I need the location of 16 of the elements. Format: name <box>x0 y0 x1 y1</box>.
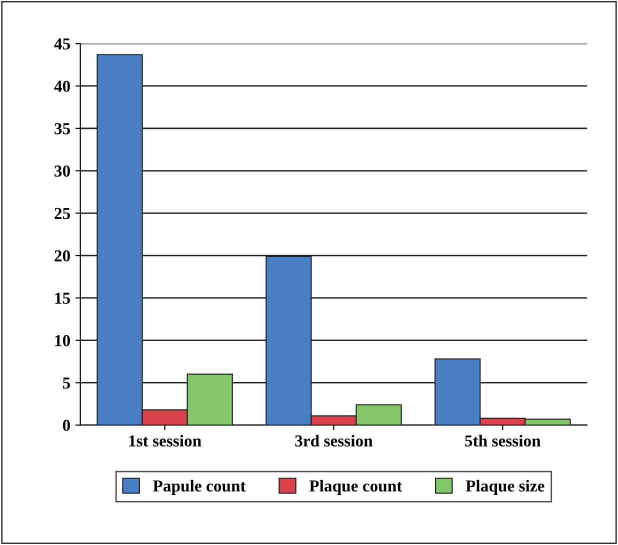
y-tick-label: 30 <box>54 165 70 177</box>
y-tick-label: 0 <box>62 420 70 432</box>
x-tick-label: 1st session <box>129 434 202 447</box>
y-tick-label: 25 <box>54 208 70 220</box>
y-tick-label: 40 <box>54 80 70 92</box>
y-tick-label: 35 <box>54 123 70 134</box>
legend-label: Plaque count <box>309 480 402 495</box>
legend-label: Papule count <box>153 480 246 495</box>
y-tick-label: 15 <box>55 292 70 304</box>
y-tick-label: 5 <box>62 378 70 389</box>
legend-label: Plaque size <box>466 480 544 495</box>
x-tick-label: 5th session <box>465 434 541 447</box>
x-tick-label: 3rd session <box>295 434 373 447</box>
y-tick-label: 10 <box>55 335 70 346</box>
y-tick-label: 20 <box>54 250 70 262</box>
y-tick-label: 45 <box>54 38 70 50</box>
